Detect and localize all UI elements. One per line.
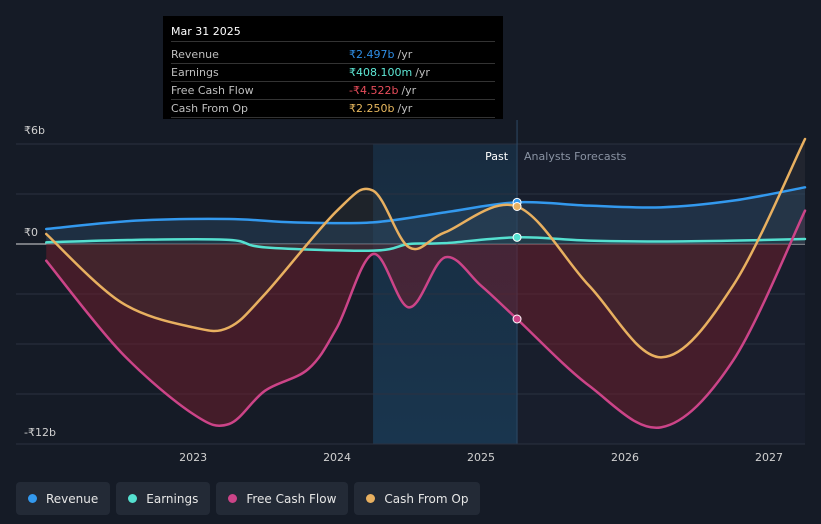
past-label: Past	[485, 150, 509, 163]
series-line-free-cash-flow	[44, 209, 807, 429]
legend-label: Revenue	[46, 491, 99, 506]
tooltip-label: Cash From Op	[171, 102, 249, 115]
tooltip-value: -₹4.522b	[349, 84, 399, 97]
chart-canvas: ₹6b ₹0 -₹12b 2023 2024 2025 2026 2027 Past Anal…	[16, 120, 807, 464]
area-cash-from-op	[46, 139, 805, 358]
x-tick-label: 2027	[755, 451, 783, 464]
legend-dot-icon	[228, 494, 238, 503]
tooltip-unit: /yr	[397, 48, 413, 61]
tooltip-unit: /yr	[415, 66, 430, 79]
point-marker-earnings	[512, 232, 522, 242]
tooltip-date: Mar 31 2025	[171, 23, 495, 42]
tooltip-unit: /yr	[397, 102, 413, 115]
series-line-revenue	[44, 186, 807, 231]
tooltip-label: Revenue	[171, 48, 219, 61]
legend-label: Cash From Op	[384, 491, 469, 506]
area-free-cash-flow	[46, 210, 805, 428]
x-tick-label: 2023	[179, 451, 207, 464]
tooltip-row-revenue: Revenue ₹2.497b /yr	[171, 46, 495, 64]
tooltip-row-cash-from-op: Cash From Op ₹2.250b /yr	[171, 100, 495, 118]
tooltip-row-free-cash-flow: Free Cash Flow -₹4.522b /yr	[171, 82, 495, 100]
x-tick-label: 2024	[323, 451, 351, 464]
y-tick-label: ₹0	[24, 226, 38, 239]
tooltip: Mar 31 2025 Revenue ₹2.497b /yr Earnings…	[163, 16, 503, 119]
y-tick-label: ₹6b	[24, 124, 45, 137]
legend-label: Earnings	[146, 491, 199, 506]
legend-dot-icon	[366, 494, 376, 503]
point-marker-cash-from-op	[512, 202, 522, 211]
legend-item-free-cash-flow[interactable]: Free Cash Flow	[216, 482, 349, 515]
point-marker-free-cash-flow	[512, 314, 522, 324]
legend: Revenue Earnings Free Cash Flow Cash Fro…	[16, 482, 481, 515]
tooltip-row-earnings: Earnings ₹408.100m /yr	[171, 64, 495, 82]
legend-dot-icon	[28, 494, 37, 503]
forecast-label: Analysts Forecasts	[524, 150, 627, 163]
legend-label: Free Cash Flow	[246, 491, 337, 506]
y-tick-label: -₹12b	[24, 426, 56, 439]
series-line-cash-from-op	[44, 137, 807, 359]
tooltip-label: Free Cash Flow	[171, 84, 254, 97]
legend-item-revenue[interactable]: Revenue	[16, 482, 111, 515]
tooltip-label: Earnings	[171, 66, 219, 79]
tooltip-value: ₹408.100m	[349, 66, 413, 79]
x-tick-label: 2025	[467, 451, 495, 464]
tooltip-value: ₹2.250b	[349, 102, 395, 115]
legend-item-earnings[interactable]: Earnings	[116, 482, 211, 515]
legend-dot-icon	[128, 494, 138, 503]
tooltip-unit: /yr	[401, 84, 417, 97]
tooltip-value: ₹2.497b	[349, 48, 395, 61]
x-tick-label: 2026	[611, 451, 639, 464]
series-line-earnings	[44, 236, 807, 253]
legend-item-cash-from-op[interactable]: Cash From Op	[354, 482, 481, 515]
